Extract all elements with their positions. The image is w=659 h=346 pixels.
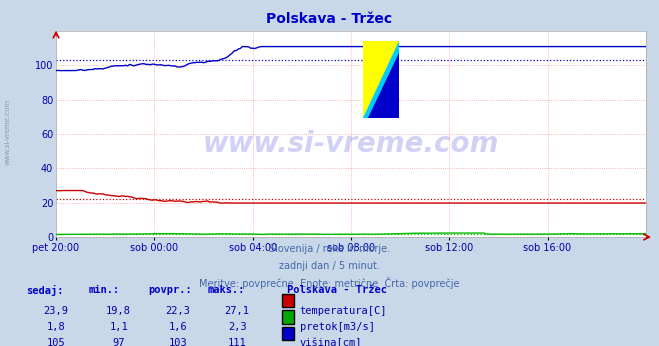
Text: www.si-vreme.com: www.si-vreme.com (5, 98, 11, 165)
Text: višina[cm]: višina[cm] (300, 338, 362, 346)
Polygon shape (362, 42, 399, 118)
Text: 1,1: 1,1 (109, 322, 128, 332)
Text: 1,8: 1,8 (47, 322, 65, 332)
Text: 105: 105 (47, 338, 65, 346)
Text: sedaj:: sedaj: (26, 285, 64, 297)
Text: zadnji dan / 5 minut.: zadnji dan / 5 minut. (279, 261, 380, 271)
Text: www.si-vreme.com: www.si-vreme.com (203, 130, 499, 158)
Text: 1,6: 1,6 (169, 322, 187, 332)
Text: 22,3: 22,3 (165, 306, 190, 316)
Text: 2,3: 2,3 (228, 322, 246, 332)
Text: min.:: min.: (89, 285, 120, 295)
Text: Polskava - Tržec: Polskava - Tržec (266, 12, 393, 26)
Text: 23,9: 23,9 (43, 306, 69, 316)
Text: povpr.:: povpr.: (148, 285, 192, 295)
Text: Slovenija / reke in morje.: Slovenija / reke in morje. (269, 244, 390, 254)
Polygon shape (362, 42, 399, 118)
Text: Polskava - Tržec: Polskava - Tržec (287, 285, 387, 295)
Text: 111: 111 (228, 338, 246, 346)
Text: 19,8: 19,8 (106, 306, 131, 316)
Polygon shape (368, 53, 399, 118)
Text: maks.:: maks.: (208, 285, 245, 295)
Text: 97: 97 (113, 338, 125, 346)
Text: Meritve: povprečne  Enote: metrične  Črta: povprečje: Meritve: povprečne Enote: metrične Črta:… (199, 277, 460, 289)
Text: pretok[m3/s]: pretok[m3/s] (300, 322, 375, 332)
Text: 27,1: 27,1 (225, 306, 250, 316)
Text: temperatura[C]: temperatura[C] (300, 306, 387, 316)
Text: 103: 103 (169, 338, 187, 346)
